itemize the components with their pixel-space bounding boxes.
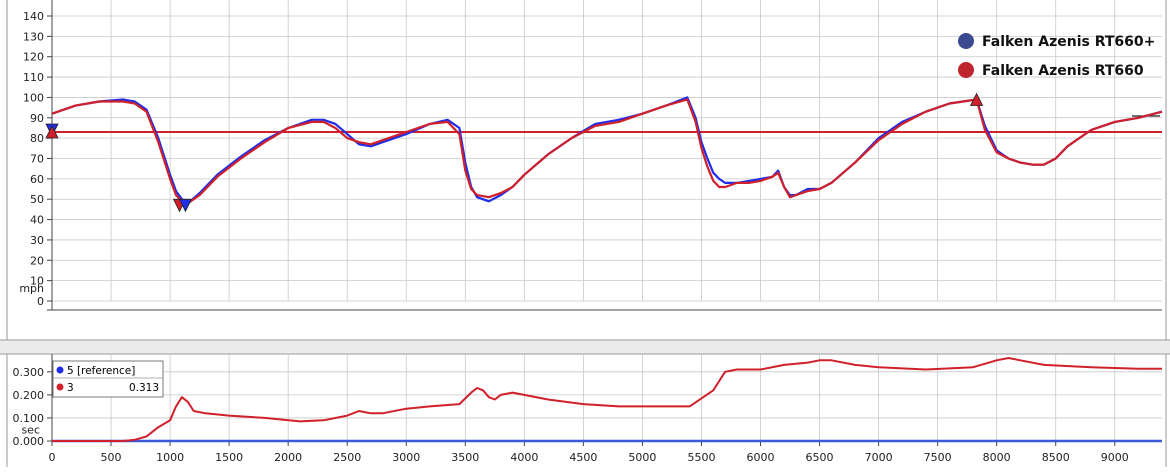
x-tick-label: 6000	[747, 451, 775, 464]
delta-y-tick-label: 0.000	[13, 435, 45, 448]
speed-y-tick-label: 130	[23, 30, 44, 43]
x-tick-label: 5500	[687, 451, 715, 464]
delta-y-tick-label: 0.200	[13, 389, 45, 402]
x-tick-label: 1500	[215, 451, 243, 464]
speed-y-unit-label: mph	[19, 282, 44, 295]
x-tick-label: 4500	[569, 451, 597, 464]
legend-label: Falken Azenis RT660	[982, 63, 1144, 79]
info-box-swatch	[56, 366, 64, 374]
delta-y-unit-label: sec	[21, 423, 40, 436]
info-box-frame	[52, 360, 164, 398]
speed-y-tick-label: 140	[23, 10, 44, 23]
x-tick-label: 500	[101, 451, 122, 464]
speed-series-line-rt660	[51, 98, 1163, 205]
panel-separator	[0, 340, 1170, 354]
x-tick-label: 8500	[1042, 451, 1070, 464]
x-tick-label: 3000	[392, 451, 420, 464]
speed-y-tick-label: 40	[30, 214, 44, 227]
legend-swatch	[958, 33, 974, 49]
speed-y-tick-label: 0	[37, 295, 44, 308]
legend-label: Falken Azenis RT660+	[982, 34, 1155, 50]
speed-y-tick-label: 20	[30, 254, 44, 267]
info-box-swatch	[56, 383, 64, 391]
speed-y-tick-label: 80	[30, 132, 44, 145]
speed-y-tick-label: 60	[30, 173, 44, 186]
x-tick-label: 2500	[333, 451, 361, 464]
speed-y-tick-label: 30	[30, 234, 44, 247]
speed-y-tick-label: 90	[30, 112, 44, 125]
speed-y-tick-label: 10	[30, 275, 44, 288]
x-tick-label: 0	[49, 451, 56, 464]
x-tick-label: 9000	[1101, 451, 1129, 464]
speed-y-tick-label: 100	[23, 91, 44, 104]
x-tick-label: 3500	[451, 451, 479, 464]
speed-y-tick-label: 50	[30, 193, 44, 206]
info-box-label: 5 [reference]	[67, 365, 135, 377]
x-tick-label: 7500	[924, 451, 952, 464]
info-box-value: 0.313	[129, 382, 159, 394]
x-tick-label: 4000	[510, 451, 538, 464]
delta-y-tick-label: 0.300	[13, 366, 45, 379]
legend: Falken Azenis RT660+ Falken Azenis RT660	[958, 33, 1155, 79]
x-tick-label: 1000	[156, 451, 184, 464]
x-tick-label: 7000	[865, 451, 893, 464]
x-tick-label: 2000	[274, 451, 302, 464]
info-box-label: 3	[67, 382, 74, 394]
legend-swatch	[958, 62, 974, 78]
x-tick-label: 5000	[628, 451, 656, 464]
delta-y-tick-label: 0.100	[13, 412, 45, 425]
speed-grid: 0 10 20 30 40 50 60 70 80 90 100 110 120 130 140	[23, 0, 1162, 308]
x-tick-label: 8000	[983, 451, 1011, 464]
speed-y-tick-label: 120	[23, 51, 44, 64]
speed-y-tick-label: 70	[30, 153, 44, 166]
speed-marker-triangle-down	[178, 198, 193, 213]
speed-y-tick-label: 110	[23, 71, 44, 84]
speed-marker-triangle-up	[45, 125, 59, 139]
delta-series-line	[52, 357, 1162, 442]
info-box: 5 [reference] 3 0.313	[52, 360, 164, 398]
x-tick-label: 6500	[806, 451, 834, 464]
speed-marker-triangle-up	[969, 92, 984, 106]
